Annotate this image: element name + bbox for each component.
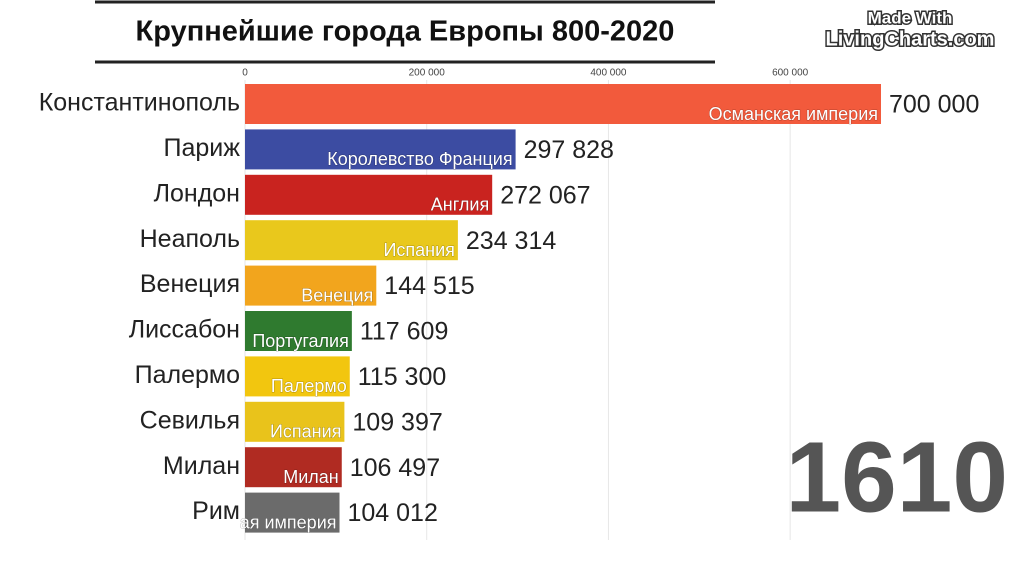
y-tick-label: Лондон: [154, 179, 240, 207]
bar: [245, 129, 516, 170]
y-tick-label: Неаполь: [140, 225, 240, 253]
y-tick-label: Париж: [164, 134, 241, 162]
bar-label: Милан: [283, 467, 339, 487]
bar-label: ая империя: [240, 512, 337, 532]
bar-label: Англия: [431, 195, 489, 215]
x-tick-label: 400 000: [590, 68, 627, 79]
value-label: 109 397: [352, 408, 442, 436]
y-tick-label: Палермо: [135, 361, 240, 389]
x-tick-label: 600 000: [772, 68, 809, 79]
bar: [245, 174, 493, 215]
y-tick-label: Милан: [163, 452, 240, 480]
bar: [245, 356, 350, 397]
y-tick-label: Севилья: [140, 406, 240, 434]
bar-label: Португалия: [252, 331, 349, 351]
bar-label: Венеция: [301, 285, 373, 305]
y-tick-label: Лиссабон: [129, 316, 240, 344]
bar-label: Палермо: [271, 376, 347, 396]
bar: [245, 492, 340, 533]
bar: [245, 220, 458, 261]
y-tick-label: Рим: [192, 497, 240, 525]
value-label: 272 067: [500, 181, 590, 209]
value-label: 144 515: [384, 272, 474, 300]
bar: [245, 311, 352, 351]
bar: [245, 447, 342, 488]
value-label: 297 828: [524, 136, 614, 164]
watermark: Made With: [868, 8, 953, 27]
value-label: 234 314: [466, 227, 556, 255]
bar-label: Испания: [383, 240, 454, 260]
watermark: LivingCharts.com: [826, 28, 995, 50]
y-tick-label: Константинополь: [39, 89, 240, 117]
bar: [245, 84, 881, 124]
bar-label: Королевство Франция: [327, 149, 512, 169]
year-label: 1610: [786, 421, 1008, 533]
bar: [245, 265, 377, 306]
x-tick-label: 200 000: [409, 68, 446, 79]
bar-label: Испания: [270, 422, 341, 442]
bar: [245, 401, 345, 442]
value-label: 104 012: [348, 499, 438, 527]
x-tick-label: 0: [242, 68, 248, 79]
value-label: 106 497: [350, 454, 440, 482]
value-label: 117 609: [360, 318, 449, 346]
chart-title: Крупнейшие города Европы 800-2020: [136, 16, 675, 48]
value-label: 115 300: [358, 363, 447, 391]
y-tick-label: Венеция: [140, 270, 240, 298]
value-label: 700 000: [889, 91, 979, 119]
bar-label: Османская империя: [709, 104, 878, 124]
